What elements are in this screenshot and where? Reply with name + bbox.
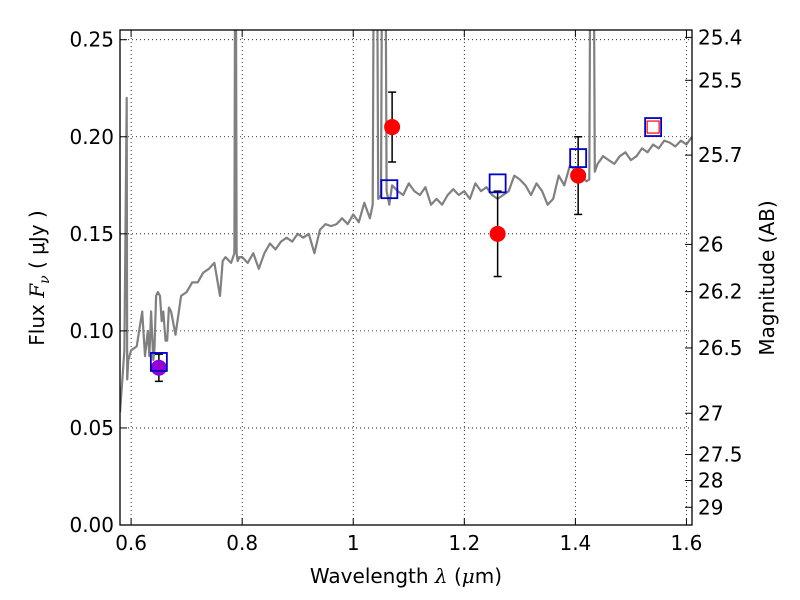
x-tick-label: 1.4 bbox=[559, 531, 591, 555]
model-spectrum-line bbox=[120, 30, 692, 413]
x-tick-label: 1.6 bbox=[671, 531, 703, 555]
mag-tick-label: 26.5 bbox=[698, 336, 743, 360]
y-tick-label: 0.15 bbox=[69, 222, 114, 246]
y2-axis-label: Magnitude (AB) bbox=[755, 200, 779, 355]
data-points-layer bbox=[149, 91, 663, 383]
mag-tick-label: 25.7 bbox=[698, 143, 743, 167]
x-axis-unit-mu: μ bbox=[462, 564, 475, 588]
y-axis-unit: ( μJy ) bbox=[25, 210, 49, 275]
x-axis-unit-rest: m) bbox=[475, 564, 502, 588]
mag-tick-label: 25.5 bbox=[698, 68, 743, 92]
mag-tick-label: 26 bbox=[698, 232, 723, 256]
mag-tick-label: 27 bbox=[698, 401, 723, 425]
mag-tick-label: 29 bbox=[698, 495, 723, 519]
model-photometry-point bbox=[149, 352, 168, 372]
x-tick-label: 0.6 bbox=[115, 531, 147, 555]
mag-tick-label: 28 bbox=[698, 469, 723, 493]
y-tick-label: 0.20 bbox=[69, 125, 114, 149]
y-axis-label-text: Flux bbox=[25, 298, 49, 346]
mag-tick-label: 26.2 bbox=[698, 280, 743, 304]
y-axis-symbol: F bbox=[25, 283, 49, 299]
x-axis-label-text: Wavelength bbox=[310, 564, 435, 588]
y-tick-label: 0.05 bbox=[69, 416, 114, 440]
observed-point bbox=[570, 167, 587, 184]
y-axis-subscript: ν bbox=[37, 275, 53, 284]
model-photometry-point bbox=[569, 148, 588, 169]
plot-frame bbox=[119, 29, 693, 526]
model-photometry-point bbox=[380, 179, 399, 200]
observed-point bbox=[150, 359, 167, 376]
x-axis-lambda: λ bbox=[434, 564, 448, 588]
x-tick-label: 1 bbox=[347, 531, 360, 555]
y-tick-label: 0.10 bbox=[69, 319, 114, 343]
observed-point bbox=[489, 225, 506, 242]
model-photometry-point bbox=[644, 117, 663, 137]
x-tick-label: 1.2 bbox=[448, 531, 480, 555]
ticks-layer: 0.6 0.8 1 1.2 1.4 1.6 0.00 0.05 0.10 0.15 0.20 0.25… bbox=[69, 25, 742, 555]
grid-lines bbox=[120, 30, 692, 526]
model-photometry-inner bbox=[646, 120, 660, 134]
model-spectrum-layer bbox=[120, 30, 692, 413]
mag-tick-label: 27.5 bbox=[698, 443, 743, 467]
x-axis-label: Wavelength λ (μm) bbox=[310, 564, 502, 588]
x-axis-unit-open: ( bbox=[448, 564, 462, 588]
mag-tick-label: 25.4 bbox=[698, 25, 743, 49]
y-tick-label: 0.00 bbox=[69, 513, 114, 537]
y-tick-label: 0.25 bbox=[69, 28, 114, 52]
x-tick-label: 0.8 bbox=[226, 531, 258, 555]
y-axis-label: Flux Fν ( μJy ) bbox=[25, 210, 53, 345]
model-photometry-point bbox=[488, 173, 507, 194]
observed-point bbox=[384, 119, 401, 136]
